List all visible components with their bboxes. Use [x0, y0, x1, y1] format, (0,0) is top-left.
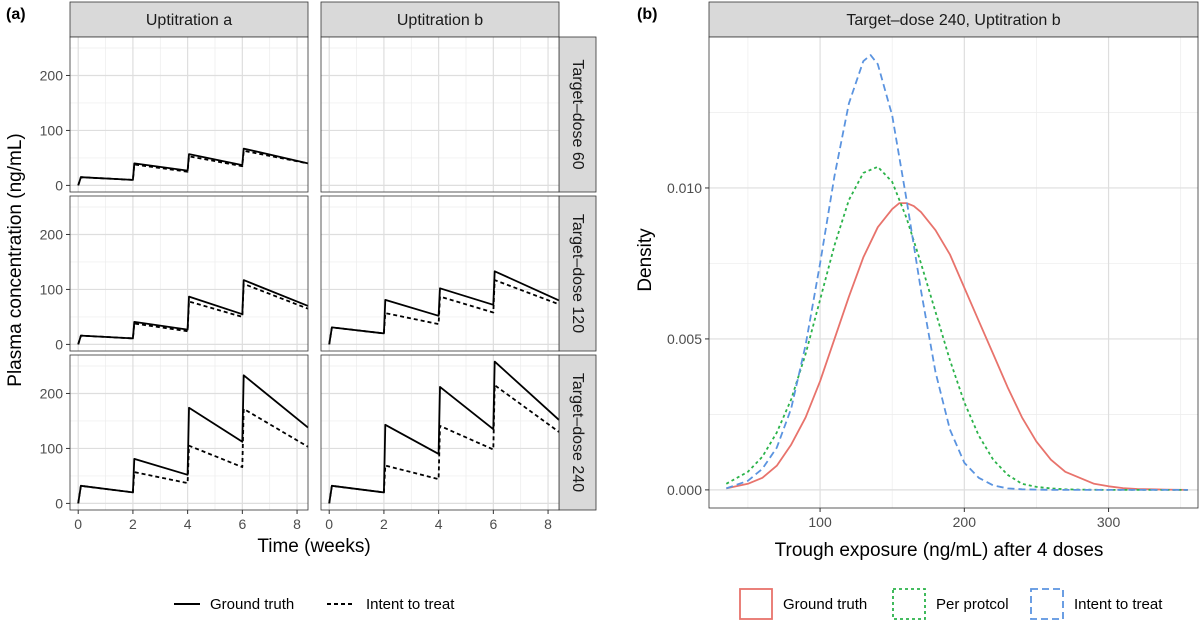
x-tick-label: 100: [808, 514, 832, 530]
y-tick-label: 0: [55, 177, 63, 193]
legend-ground-truth-label: Ground truth: [783, 596, 867, 613]
facet-target-dose-240-uptitration-a: 0 100 200 0 2 4 6 8: [40, 354, 309, 532]
x-tick-label: 6: [238, 516, 246, 532]
legend-ground-truth-label: Ground truth: [210, 596, 294, 613]
facet-target-dose-60-uptitration-b: [320, 36, 560, 193]
y-tick-label: 0.010: [667, 180, 702, 196]
strip-label-uptitration-a: Uptitration a: [146, 12, 232, 29]
strip-panel-b: [708, 1, 1199, 38]
y-tick-label: 200: [40, 385, 64, 401]
series-line-intent-to-treat: [328, 384, 560, 504]
x-tick-label: 200: [953, 514, 977, 530]
x-tick-label: 6: [489, 516, 497, 532]
facet-target-dose-120-uptitration-a: 0 100 200: [40, 195, 309, 352]
y-tick-label: 0: [55, 495, 63, 511]
y-tick-label: 200: [40, 67, 64, 83]
facet-border: [69, 36, 309, 193]
y-tick-label: 0.000: [667, 482, 702, 498]
density-curve-per-protcol: [725, 165, 1188, 491]
strip-label-panel-b: Target–dose 240, Uptitration b: [846, 12, 1060, 29]
strip-label-uptitration-b: Uptitration b: [397, 12, 483, 29]
y-tick-label: 100: [40, 281, 64, 297]
panel-a-label: (a): [6, 6, 26, 23]
panel-b: Target–dose 240, Uptitration b 0.000 0.005…: [667, 1, 1199, 530]
series-line-intent-to-treat: [77, 408, 309, 504]
legend-intent-to-treat-swatch: [1030, 588, 1064, 620]
x-tick-label: 0: [325, 516, 333, 532]
panel-b-ylabel: Density: [635, 228, 656, 292]
x-tick-label: 8: [293, 516, 301, 532]
x-tick-label: 2: [380, 516, 388, 532]
facet-target-dose-60-uptitration-a: 0 100 200: [40, 36, 309, 193]
y-tick-label: 100: [40, 122, 64, 138]
legend-intent-to-treat-label: Intent to treat: [366, 596, 455, 613]
y-tick-label: 200: [40, 226, 64, 242]
panel-a-legend: Ground truth Intent to treat: [174, 596, 455, 613]
panel-a: Uptitration a Uptitration b Target–dose 60…: [40, 1, 597, 532]
strip-label-target-dose-60: Target–dose 60: [569, 59, 586, 169]
x-tick-label: 0: [74, 516, 82, 532]
facet-target-dose-120-uptitration-b: [320, 195, 560, 352]
x-tick-label: 300: [1097, 514, 1121, 530]
facet-background: [70, 196, 308, 351]
x-tick-label: 8: [544, 516, 552, 532]
y-tick-label: 0.005: [667, 331, 702, 347]
strip-uptitration-a: [69, 1, 309, 38]
density-curve-intent-to-treat: [726, 54, 1188, 491]
plot-border: [708, 36, 1199, 509]
x-tick-label: 4: [435, 516, 443, 532]
legend-intent-to-treat-label: Intent to treat: [1074, 596, 1163, 613]
panel-a-ylabel: Plasma concentration (ng/mL): [5, 133, 26, 386]
facet-background: [321, 196, 559, 351]
series-line-intent-to-treat: [77, 149, 309, 186]
panel-a-xlabel: Time (weeks): [257, 536, 370, 557]
facet-border: [320, 36, 560, 193]
plot-background: [709, 37, 1198, 508]
density-curve-ground-truth: [726, 202, 1188, 491]
panel-b-label: (b): [637, 6, 657, 23]
facet-border: [320, 354, 560, 511]
strip-label-target-dose-120: Target–dose 120: [569, 214, 586, 333]
y-tick-label: 100: [40, 440, 64, 456]
legend-ground-truth-swatch: [739, 588, 773, 620]
strip-target-dose-240: [558, 354, 597, 511]
facet-border: [69, 195, 309, 352]
facet-target-dose-240-uptitration-b: 0 2 4 6 8: [320, 354, 560, 532]
series-line-ground-truth: [328, 270, 560, 345]
strip-label-target-dose-240: Target–dose 240: [569, 373, 586, 492]
legend-per-protocol-label: Per protcol: [936, 596, 1009, 613]
facet-border: [69, 354, 309, 511]
legend-per-protocol-swatch: [892, 588, 926, 620]
panel-b-xlabel: Trough exposure (ng/mL) after 4 doses: [775, 540, 1104, 561]
strip-uptitration-b: [320, 1, 560, 38]
y-tick-label: 0: [55, 336, 63, 352]
strip-target-dose-60: [558, 36, 597, 193]
panel-b-legend: Ground truth Per protcol Intent to treat: [739, 588, 1163, 620]
x-tick-label: 2: [129, 516, 137, 532]
facet-background: [321, 37, 559, 192]
facet-border: [320, 195, 560, 352]
strip-target-dose-120: [558, 195, 597, 352]
x-tick-label: 4: [184, 516, 192, 532]
